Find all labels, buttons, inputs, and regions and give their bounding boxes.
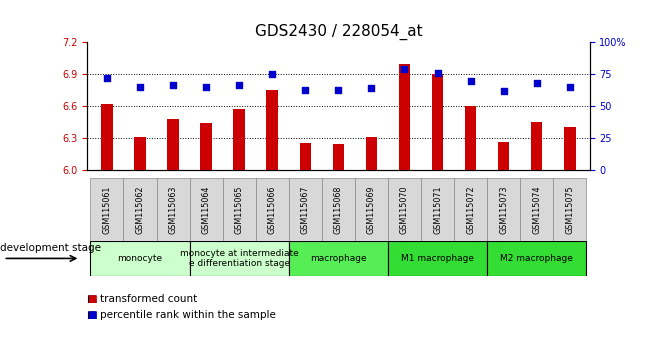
Text: GSM115070: GSM115070	[400, 185, 409, 234]
Point	[333, 87, 344, 92]
Text: ■ transformed count: ■ transformed count	[87, 294, 198, 304]
Text: GSM115068: GSM115068	[334, 185, 343, 234]
Bar	[267, 90, 278, 170]
Title: GDS2430 / 228054_at: GDS2430 / 228054_at	[255, 23, 422, 40]
Bar	[366, 137, 377, 170]
Bar	[553, 178, 586, 241]
Point	[135, 84, 145, 90]
Text: GSM115064: GSM115064	[202, 185, 210, 234]
Bar	[564, 127, 576, 170]
Point	[465, 78, 476, 84]
Bar	[487, 241, 586, 276]
Bar	[289, 178, 322, 241]
Bar	[289, 241, 388, 276]
Text: ■: ■	[87, 310, 97, 320]
Bar	[256, 178, 289, 241]
Text: GSM115062: GSM115062	[135, 185, 145, 234]
Bar	[90, 178, 123, 241]
Text: GSM115066: GSM115066	[268, 185, 277, 234]
Point	[300, 87, 311, 92]
Bar	[332, 144, 344, 170]
Text: development stage: development stage	[0, 243, 101, 253]
Text: monocyte at intermediate
e differentiation stage: monocyte at intermediate e differentiati…	[180, 249, 299, 268]
Text: monocyte: monocyte	[117, 254, 163, 263]
Point	[168, 82, 178, 87]
Text: GSM115075: GSM115075	[565, 185, 574, 234]
Bar	[520, 178, 553, 241]
Text: ■ percentile rank within the sample: ■ percentile rank within the sample	[87, 310, 276, 320]
Point	[498, 88, 509, 94]
Point	[102, 75, 113, 81]
Bar	[421, 178, 454, 241]
Point	[234, 82, 245, 87]
Text: GSM115072: GSM115072	[466, 185, 475, 234]
Bar	[90, 241, 190, 276]
Bar	[168, 119, 179, 170]
Bar	[157, 178, 190, 241]
Bar	[388, 241, 487, 276]
Text: GSM115071: GSM115071	[433, 185, 442, 234]
Point	[366, 86, 377, 91]
Bar	[233, 109, 245, 170]
Point	[267, 72, 277, 77]
Text: GSM115061: GSM115061	[103, 185, 111, 234]
Text: macrophage: macrophage	[310, 254, 366, 263]
Point	[564, 84, 575, 90]
Text: M1 macrophage: M1 macrophage	[401, 254, 474, 263]
Text: GSM115067: GSM115067	[301, 185, 310, 234]
Bar	[498, 142, 509, 170]
Text: GSM115073: GSM115073	[499, 185, 508, 234]
Bar	[487, 178, 520, 241]
Bar	[454, 178, 487, 241]
Bar	[465, 106, 476, 170]
Text: GSM115065: GSM115065	[234, 185, 244, 234]
Text: M2 macrophage: M2 macrophage	[500, 254, 573, 263]
Bar	[222, 178, 256, 241]
Bar	[388, 178, 421, 241]
Bar	[299, 143, 311, 170]
Bar	[123, 178, 157, 241]
Bar	[531, 122, 543, 170]
Point	[201, 84, 212, 90]
Point	[531, 80, 542, 86]
Point	[399, 67, 410, 72]
Text: GSM115063: GSM115063	[169, 185, 178, 234]
Text: ■: ■	[87, 294, 97, 304]
Bar	[322, 178, 355, 241]
Bar	[355, 178, 388, 241]
Text: GSM115074: GSM115074	[532, 185, 541, 234]
Text: GSM115069: GSM115069	[367, 185, 376, 234]
Bar	[190, 241, 289, 276]
Bar	[134, 137, 146, 170]
Bar	[399, 64, 410, 170]
Bar	[101, 104, 113, 170]
Bar	[200, 123, 212, 170]
Bar	[190, 178, 222, 241]
Point	[432, 70, 443, 76]
Bar	[431, 74, 444, 170]
